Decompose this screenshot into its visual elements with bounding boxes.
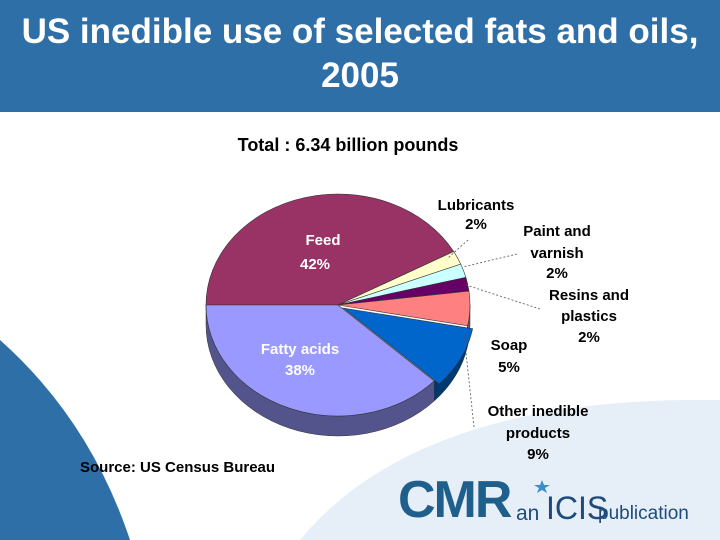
- cmr-icis-logo: CMR an ICIS publication: [398, 471, 708, 532]
- slice-value-3: 2%: [578, 329, 600, 346]
- slice-label-2-line-0: Paint and: [523, 223, 591, 240]
- leader-line-2: [462, 253, 518, 268]
- leader-line-3: [465, 284, 541, 310]
- logo-icis: ICIS: [546, 490, 609, 526]
- slice-value-4: 5%: [498, 359, 520, 376]
- leader-line-1: [447, 239, 469, 259]
- slice-label-0-line-0: Feed: [305, 232, 340, 249]
- pie-slice-6: [205, 304, 435, 417]
- pie-chart: Total : 6.34 billion pounds Feed 42% Lubri…: [205, 135, 629, 462]
- slice-value-0: 42%: [300, 256, 330, 273]
- logo-an: an: [516, 502, 540, 525]
- slice-label-4-line-0: Soap: [491, 337, 528, 354]
- pie-slice-4: [337, 290, 471, 327]
- slice-label-5-line-0: Other inedible: [488, 403, 589, 420]
- chart-title: Total : 6.34 billion pounds: [238, 135, 459, 155]
- slice-label-3-line-1: plastics: [561, 308, 617, 325]
- slice-label-1-line-0: Lubricants: [438, 197, 515, 214]
- logo-publication: publication: [598, 503, 689, 524]
- slice-value-6: 38%: [285, 362, 315, 379]
- icis-star-icon: [534, 480, 550, 493]
- slice-label-5-line-1: products: [506, 425, 570, 442]
- slice-value-1: 2%: [465, 216, 487, 233]
- pie-slice-0: [205, 193, 455, 306]
- title-bar: US inedible use of selected fats and oil…: [0, 0, 720, 112]
- slice-value-2: 2%: [546, 265, 568, 282]
- slice-label-6-line-0: Fatty acids: [261, 341, 339, 358]
- slide-title: US inedible use of selected fats and oil…: [21, 12, 699, 95]
- slice-label-2-line-1: varnish: [530, 245, 583, 262]
- leader-line-5: [463, 333, 475, 428]
- slice-value-5: 9%: [527, 446, 549, 462]
- slice-label-3-line-0: Resins and: [549, 287, 629, 304]
- pie-slice-5: [341, 307, 474, 385]
- source-note: Source: US Census Bureau: [80, 459, 276, 476]
- logo-cmr: CMR: [398, 471, 512, 529]
